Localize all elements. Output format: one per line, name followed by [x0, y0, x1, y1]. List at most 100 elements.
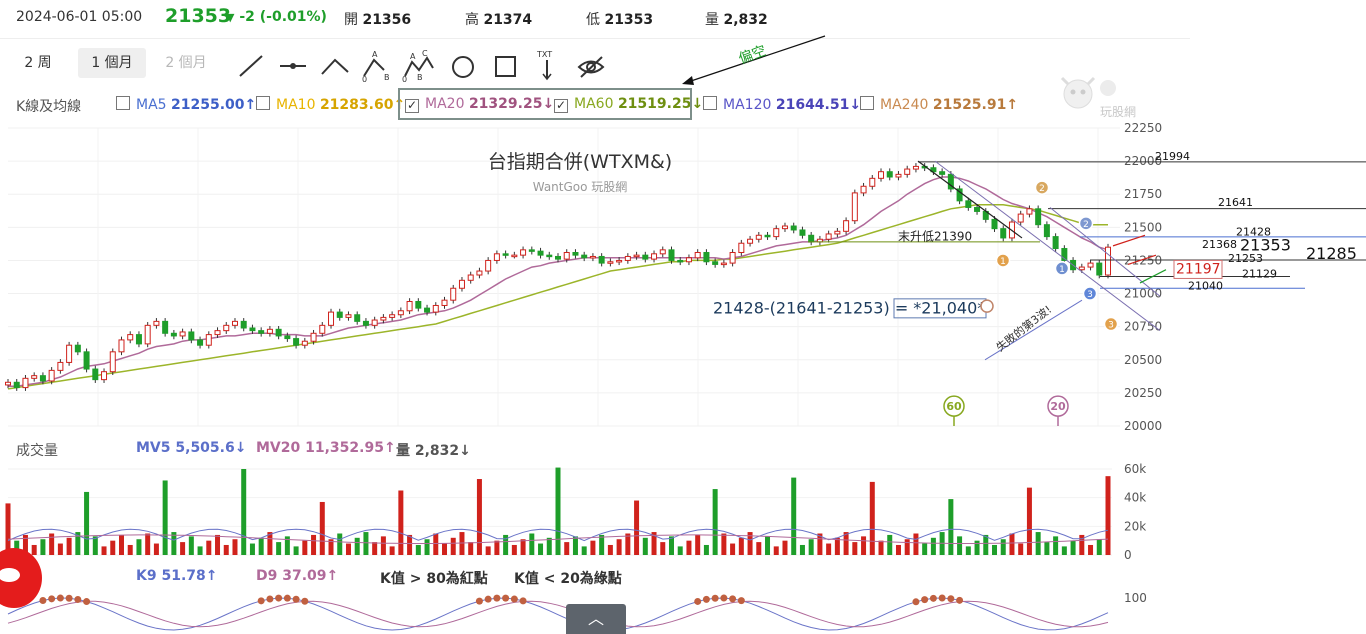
period-2-weeks-button[interactable]: 2 周 [24, 55, 52, 71]
ma60-checkbox-checked-icon[interactable]: ✓ [554, 98, 568, 113]
volume-bar [1088, 544, 1094, 555]
ma5-toggle[interactable]: MA5 21255.00↑ [116, 96, 256, 113]
candle-body [266, 328, 273, 334]
text-tool-icon[interactable]: TXT [530, 48, 564, 82]
candle-body [930, 167, 937, 173]
ma5-checkbox[interactable] [116, 96, 130, 110]
candle-body [965, 200, 972, 208]
k9-value: K9 51.78↑ [136, 568, 218, 584]
wave-2-blue-badge [1078, 216, 1094, 231]
moving-average-legend: K線及均線 MA5 21255.00↑ MA10 21283.60↑ ✓ MA20… [0, 93, 1190, 119]
period-1-month-button[interactable]: 1 個月 [78, 48, 146, 78]
ma120-checkbox[interactable] [703, 96, 717, 110]
wave-1-blue-number: 1 [1059, 265, 1065, 275]
volume-bar [887, 534, 893, 555]
y-tick-label: 20500 [1124, 353, 1162, 367]
draw-line-tool-icon[interactable] [234, 48, 268, 82]
volume-bar [660, 542, 666, 555]
circle-tool-icon[interactable] [446, 48, 480, 82]
abc-pattern-tool-icon[interactable]: A 0 B [360, 48, 394, 84]
volume-bar [703, 544, 709, 555]
ma10-toggle[interactable]: MA10 21283.60↑ [256, 96, 405, 113]
up-arrow-red-2 [1127, 254, 1157, 265]
price-label-21994: 21994 [1155, 150, 1190, 163]
ma10-name: MA10 [276, 97, 316, 113]
kd-chart[interactable]: 100 [0, 586, 1190, 634]
volume-tick-label: 0 [1124, 548, 1132, 560]
candle-body [1035, 208, 1042, 226]
k-over-80-dot [65, 594, 73, 602]
price-label-21197: 21197 [1176, 262, 1221, 278]
ma60-toggle[interactable]: ✓ MA60 21519.25↓ [554, 96, 703, 113]
candle-body [642, 254, 649, 260]
volume-bar [861, 536, 867, 555]
chat-icon [0, 568, 20, 582]
annotation-arrow-line [687, 35, 826, 83]
rectangle-tool-icon[interactable] [488, 48, 522, 82]
volume-bar [66, 537, 72, 555]
ma20-checkbox-checked-icon[interactable]: ✓ [405, 98, 419, 113]
volume-bar [215, 534, 221, 555]
up-arrow-green [1139, 269, 1167, 284]
candle-body [240, 320, 247, 329]
candle-body [179, 331, 186, 337]
svg-text:0: 0 [402, 75, 407, 82]
volume-bar [747, 532, 753, 555]
volume-chart[interactable]: 60k 40k 20k 0 [0, 460, 1190, 560]
ma10-checkbox[interactable] [256, 96, 270, 110]
k-over-80-dot [921, 596, 929, 604]
price-chart[interactable]: 2225022000217502150021250210002075020500… [0, 120, 1366, 438]
candle-body [231, 320, 238, 326]
volume-bar [22, 534, 28, 555]
wave-2-tan-badge [1034, 180, 1050, 195]
k-over-80-dot [947, 595, 955, 603]
candle-body [729, 251, 736, 264]
ma20-name: MA20 [425, 96, 465, 112]
scroll-up-button[interactable]: ︿ [566, 604, 626, 634]
k-over-80-dot [39, 597, 47, 605]
ma240-toggle[interactable]: MA240 21525.91↑ [860, 96, 1018, 113]
ma240-checkbox[interactable] [860, 96, 874, 110]
toolbar-annotation: 偏空 [682, 35, 826, 85]
period-2-months-button[interactable]: 2 個月 [165, 55, 207, 71]
mv5-value: MV5 5,505.6↓ [136, 440, 247, 456]
candle-body [904, 168, 911, 175]
ma120-toggle[interactable]: MA120 21644.51↓ [703, 96, 861, 113]
candle-body [1061, 248, 1068, 261]
candle-body [581, 254, 588, 259]
volume-tick-label: 20k [1124, 519, 1146, 533]
ma20-toggle[interactable]: ✓ MA20 21329.25↓ [405, 96, 554, 113]
candle-body [598, 255, 605, 264]
volume-bar [1000, 539, 1006, 555]
candle-body [738, 242, 745, 253]
k-over-80-dot [484, 595, 492, 603]
candle-body [869, 177, 876, 187]
wedge-tool-icon[interactable] [318, 48, 352, 82]
volume-bar [424, 539, 430, 555]
volume-value: 量 2,832↓ [396, 443, 471, 459]
k-over-80-dot [74, 595, 82, 603]
candle-body [764, 234, 771, 238]
volume-bar [372, 542, 378, 555]
volume-bar [983, 534, 989, 555]
horizontal-line-tool-icon[interactable] [276, 48, 310, 82]
candle-body [607, 261, 614, 264]
ma60-pin-tag-text: 60 [946, 400, 962, 413]
y-tick-label: 21500 [1124, 220, 1162, 234]
volume-bar [590, 540, 596, 555]
k-over-80-dot [257, 597, 265, 605]
hide-drawings-eye-icon[interactable] [574, 48, 608, 82]
volume-bar [328, 539, 334, 555]
volume-bar [49, 533, 55, 555]
volume-bar [92, 536, 98, 555]
volume-tick-label: 40k [1124, 491, 1146, 505]
volume-bar [171, 532, 177, 555]
volume-bar [1079, 534, 1085, 555]
candle-body [275, 328, 282, 337]
wave-1-orange-badge [995, 253, 1011, 268]
failed-wave-label: 失敗的第3波! [993, 302, 1054, 354]
svg-text:A: A [372, 50, 378, 59]
volume-bar [808, 539, 814, 555]
